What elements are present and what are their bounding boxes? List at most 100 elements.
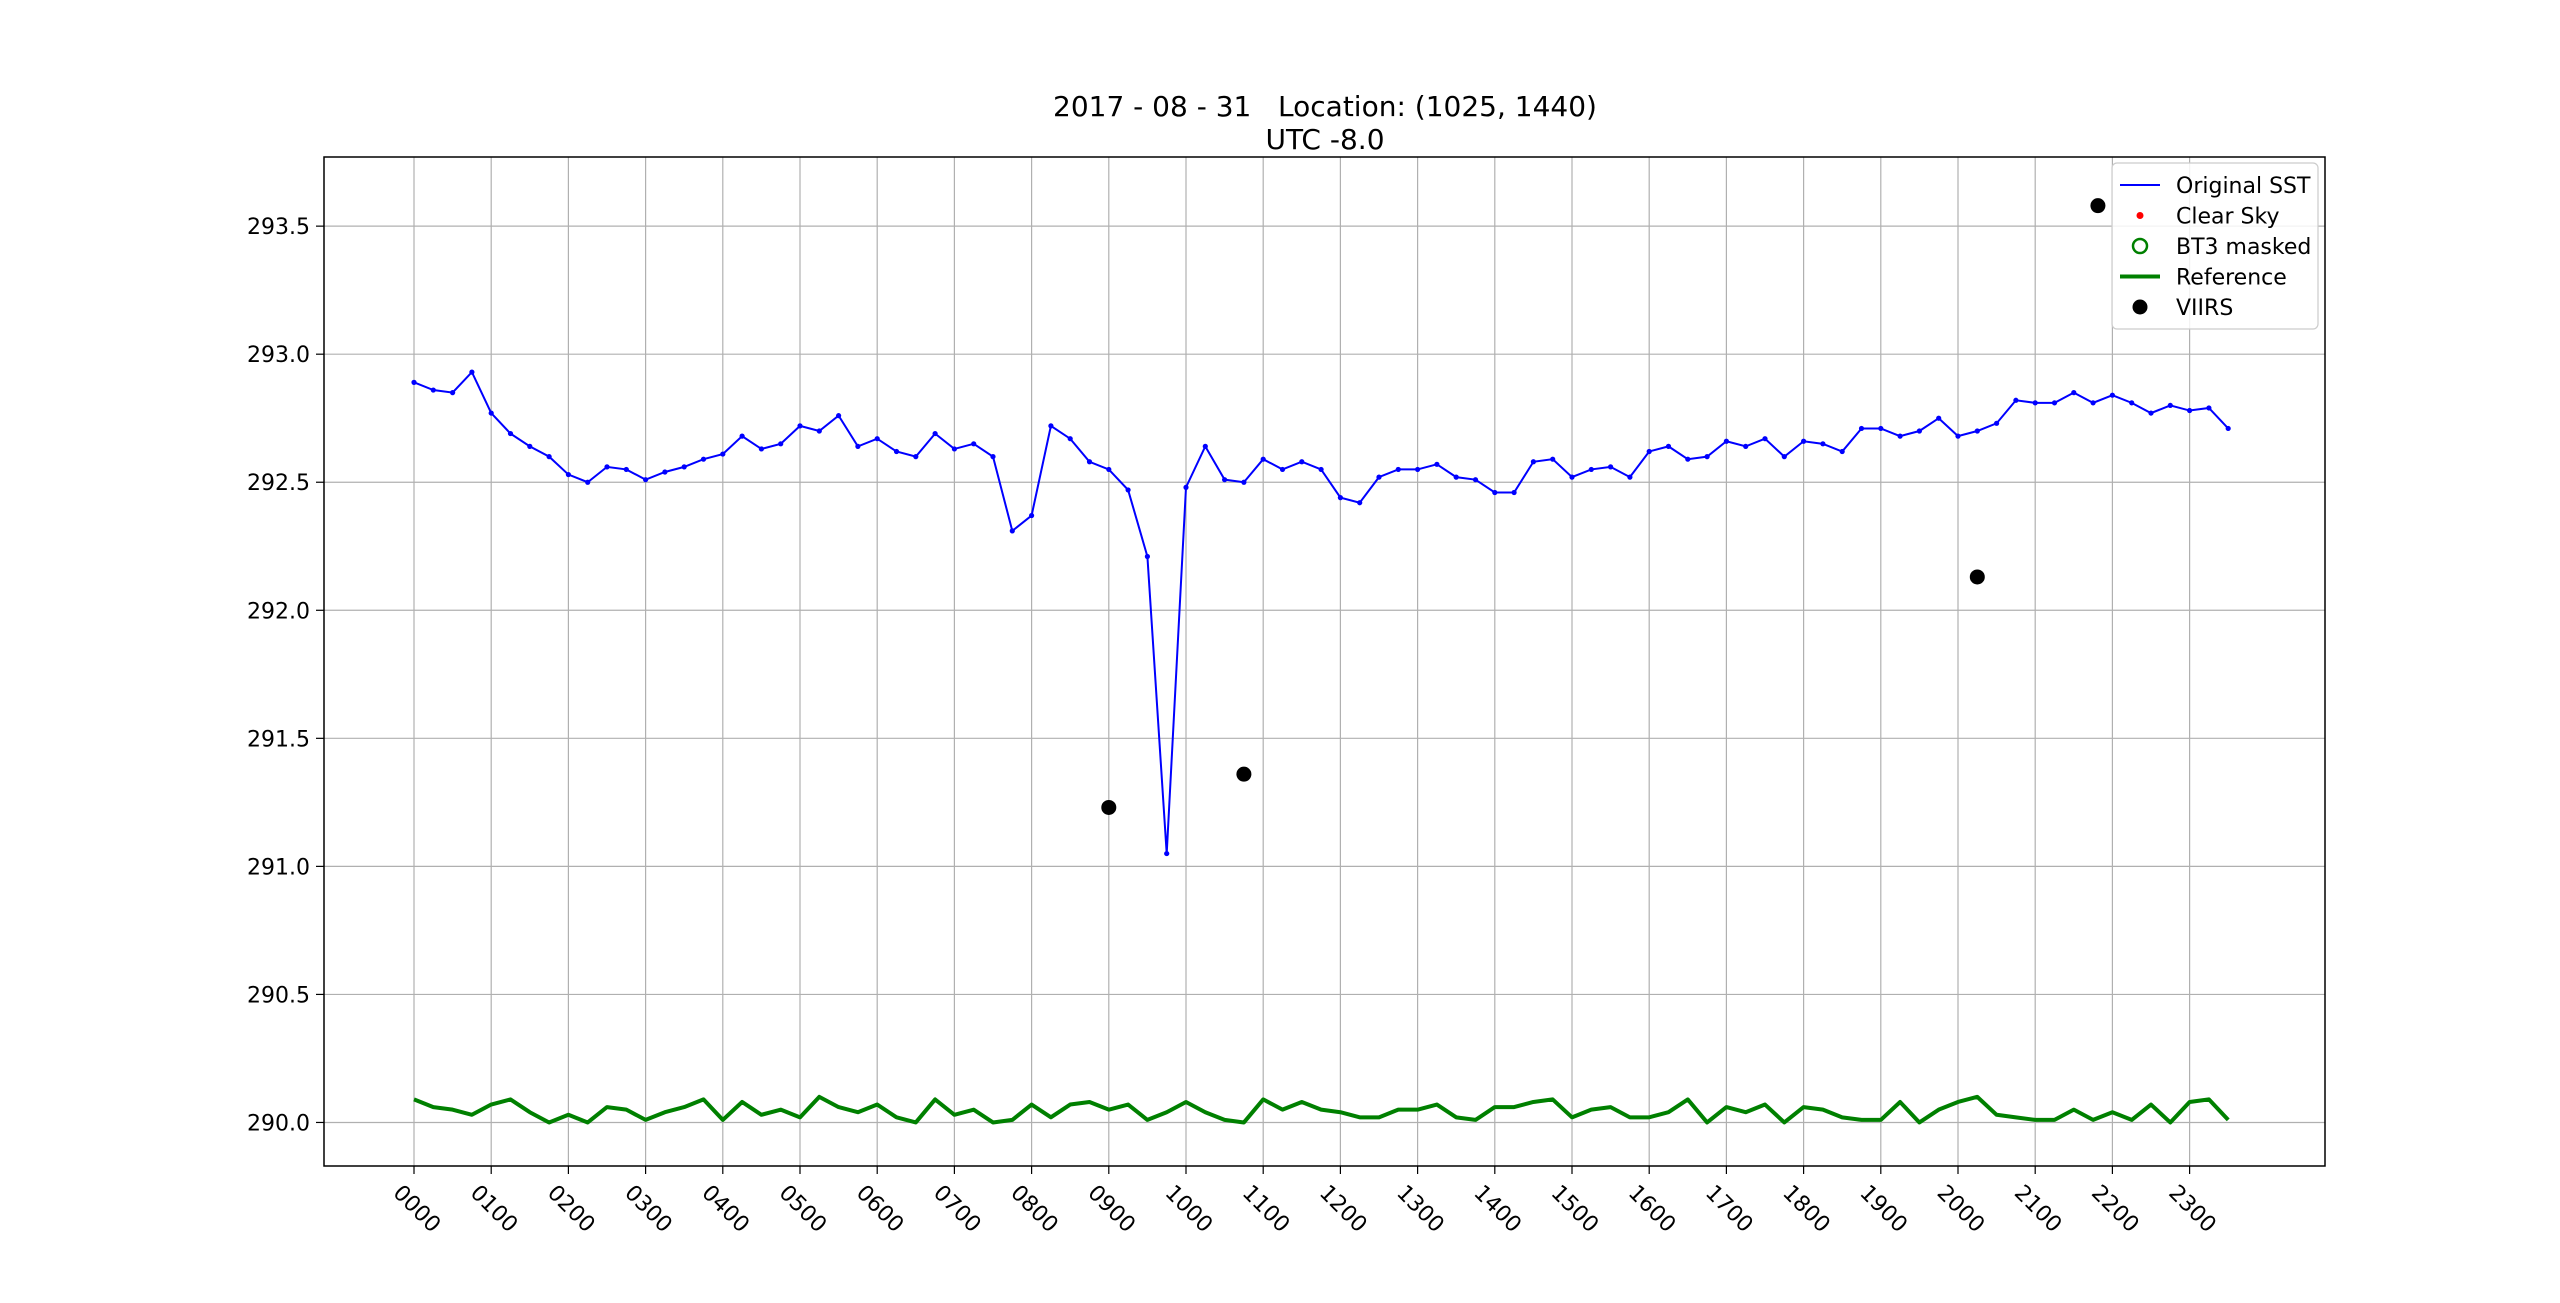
original-sst-point	[1318, 466, 1324, 473]
original-sst-point	[990, 454, 996, 460]
original-sst-point	[1916, 428, 1922, 434]
legend-handle-viirs	[2132, 299, 2148, 315]
y-tick-label: 290.5	[247, 983, 310, 1008]
original-sst-point	[720, 451, 726, 457]
original-sst-point	[1743, 443, 1749, 449]
x-tick-label: 0300	[619, 1181, 676, 1238]
original-sst-point	[1106, 466, 1112, 473]
original-sst-point	[1530, 459, 1536, 465]
original-sst-point	[1260, 456, 1266, 462]
original-sst-point	[700, 456, 707, 462]
original-sst-point	[816, 428, 822, 434]
x-tick-label: 1500	[1546, 1181, 1603, 1238]
plot-frame	[323, 156, 2326, 1167]
original-sst-point	[565, 471, 572, 478]
original-sst-point	[1994, 420, 2000, 426]
original-sst-point	[1164, 850, 1170, 857]
original-sst-point	[1897, 433, 1903, 439]
original-sst-point	[2129, 400, 2135, 406]
original-sst-point	[2167, 402, 2173, 409]
original-sst-point	[1125, 487, 1131, 493]
original-sst-point	[1241, 479, 1247, 485]
legend-label: BT3 masked	[2176, 235, 2311, 260]
x-tick-label: 1400	[1469, 1181, 1526, 1238]
original-sst-point	[1723, 438, 1729, 444]
original-sst-point	[758, 446, 765, 452]
x-tick-label: 1100	[1237, 1181, 1294, 1238]
original-sst-point	[2109, 392, 2115, 398]
original-sst-point	[1781, 454, 1787, 460]
original-sst-point	[1086, 459, 1093, 465]
original-sst-point	[1183, 484, 1189, 490]
x-tick-label: 0400	[697, 1181, 754, 1238]
legend-handle-bt3-masked	[2131, 237, 2149, 255]
y-tick-label: 290.0	[247, 1111, 310, 1136]
original-sst-point	[604, 464, 610, 470]
original-sst-point	[2071, 390, 2077, 396]
original-sst-point	[1492, 489, 1498, 496]
original-sst-point	[1202, 443, 1208, 449]
legend-handle-clear-sky	[2136, 212, 2144, 219]
original-sst-point	[2013, 397, 2019, 403]
original-sst-point	[1569, 474, 1575, 480]
chart-title: 2017 - 08 - 31 Location: (1025, 1440)	[1053, 90, 1597, 123]
legend-label: Original SST	[2176, 174, 2311, 199]
y-tick-label: 292.5	[247, 471, 310, 496]
original-sst-point	[1067, 436, 1073, 442]
x-tick-label: 1600	[1623, 1181, 1680, 1238]
original-sst-point	[488, 410, 494, 416]
original-sst-point	[507, 430, 514, 437]
original-sst-point	[2206, 405, 2212, 411]
original-sst-point	[932, 430, 938, 437]
original-sst-point	[1955, 433, 1961, 439]
legend-label: Clear Sky	[2176, 205, 2279, 230]
original-sst-point	[1029, 512, 1035, 519]
original-sst-point	[1550, 456, 1556, 462]
legend: Original SST Clear Sky BT3 masked Reference…	[2111, 162, 2319, 330]
y-tick-label: 291.0	[247, 855, 310, 880]
original-sst-point	[1472, 477, 1479, 483]
original-sst-point	[1608, 464, 1614, 470]
legend-box	[2111, 162, 2319, 330]
original-sst-point	[430, 387, 436, 393]
original-sst-point	[1974, 428, 1980, 434]
original-sst-point	[855, 443, 861, 449]
original-sst-line	[413, 370, 2229, 854]
x-tick-label: 2200	[2086, 1181, 2143, 1238]
original-sst-point	[913, 454, 919, 460]
original-sst-point	[411, 379, 417, 385]
x-tick-label: 0100	[465, 1181, 522, 1238]
x-tick-label: 1700	[1700, 1181, 1757, 1238]
x-tick-label: 0600	[851, 1181, 908, 1238]
original-sst-point	[1762, 436, 1768, 442]
x-tick-label: 0900	[1083, 1181, 1140, 1238]
original-sst-point	[1279, 466, 1286, 473]
original-sst-point	[2187, 407, 2193, 414]
original-sst-point	[643, 477, 649, 483]
original-sst-point	[1936, 415, 1942, 421]
original-sst-point	[1222, 477, 1228, 483]
original-sst-point	[662, 469, 668, 475]
original-sst-point	[1395, 466, 1401, 473]
x-tick-label: 0700	[928, 1181, 985, 1238]
original-sst-point	[1878, 425, 1884, 432]
original-sst-point	[1434, 461, 1440, 467]
x-tick-label: 1800	[1777, 1181, 1834, 1238]
viirs-point	[1101, 799, 1117, 815]
reference-line	[413, 1094, 2230, 1125]
original-sst-point	[1685, 456, 1691, 462]
original-sst-point	[1801, 438, 1807, 444]
x-tick-label: 2000	[1932, 1181, 1989, 1238]
original-sst-point	[1511, 489, 1517, 496]
original-sst-point	[1337, 495, 1343, 501]
viirs-point	[2090, 198, 2106, 214]
viirs-point	[1969, 569, 1985, 585]
x-tick-label: 2100	[2009, 1181, 2066, 1238]
original-sst-point	[1048, 423, 1054, 429]
original-sst-point	[1357, 500, 1363, 506]
original-sst-point	[546, 454, 552, 460]
chart-subtitle: UTC -8.0	[1265, 123, 1384, 156]
y-tick-label: 293.5	[247, 215, 310, 240]
series-layer	[411, 198, 2231, 1125]
